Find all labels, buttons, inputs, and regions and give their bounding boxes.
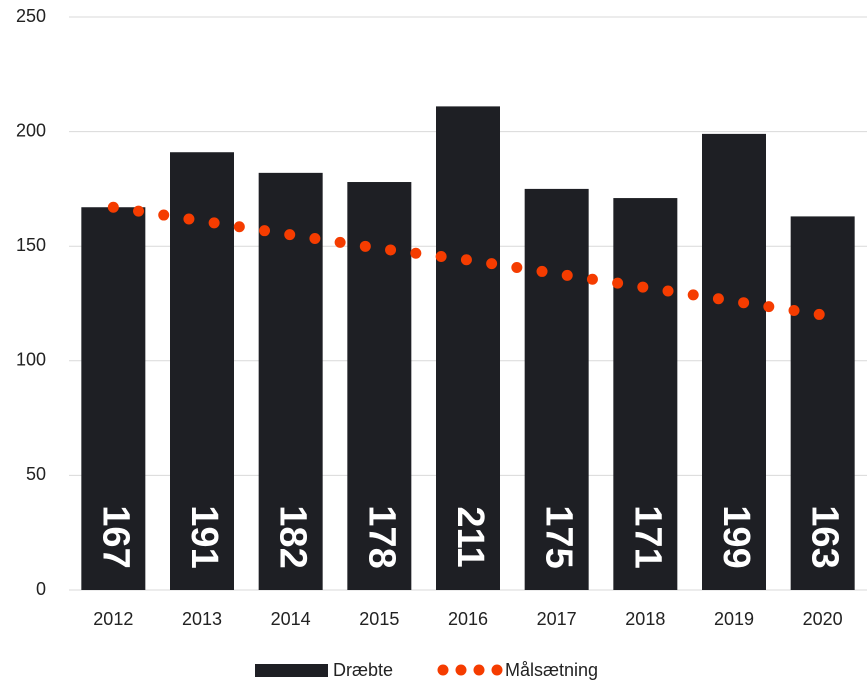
bar	[81, 207, 146, 590]
x-tick-label: 2015	[359, 609, 399, 629]
legend-swatch	[255, 664, 328, 677]
bar	[170, 152, 234, 590]
y-tick-label: 250	[16, 6, 46, 26]
data-label: 171	[626, 505, 668, 568]
data-label: 167	[94, 505, 136, 568]
y-tick-label: 50	[26, 464, 46, 484]
data-label: 163	[804, 505, 846, 568]
bar	[790, 216, 855, 591]
data-label: 191	[183, 505, 225, 568]
legend-swatch	[491, 664, 503, 676]
legend-label: Dræbte	[333, 660, 393, 680]
legend-swatch	[473, 664, 485, 676]
bar	[436, 106, 500, 590]
legend-label: Målsætning	[505, 660, 598, 680]
y-tick-label: 200	[16, 120, 46, 140]
bar	[524, 188, 589, 590]
x-tick-label: 2013	[182, 609, 222, 629]
x-tick-label: 2016	[448, 609, 488, 629]
y-tick-label: 100	[16, 350, 46, 370]
target-line	[107, 201, 829, 321]
bar	[702, 133, 766, 590]
data-label: 178	[360, 505, 402, 568]
legend-swatch	[455, 664, 467, 676]
y-tick-label: 150	[16, 235, 46, 255]
y-tick-label: 0	[36, 579, 46, 599]
data-label: 211	[449, 506, 491, 567]
x-tick-label: 2018	[625, 609, 665, 629]
data-label: 199	[715, 505, 757, 568]
bar	[613, 198, 678, 590]
x-tick-label: 2017	[537, 609, 577, 629]
x-tick-label: 2014	[271, 609, 311, 629]
x-tick-label: 2020	[803, 609, 843, 629]
bar	[347, 182, 412, 591]
data-label: 182	[272, 505, 314, 568]
x-tick-label: 2012	[93, 609, 133, 629]
x-tick-label: 2019	[714, 609, 754, 629]
legend-swatch	[437, 664, 449, 676]
legend: Dræbte Målsætning	[255, 660, 598, 680]
data-label: 175	[538, 505, 580, 568]
